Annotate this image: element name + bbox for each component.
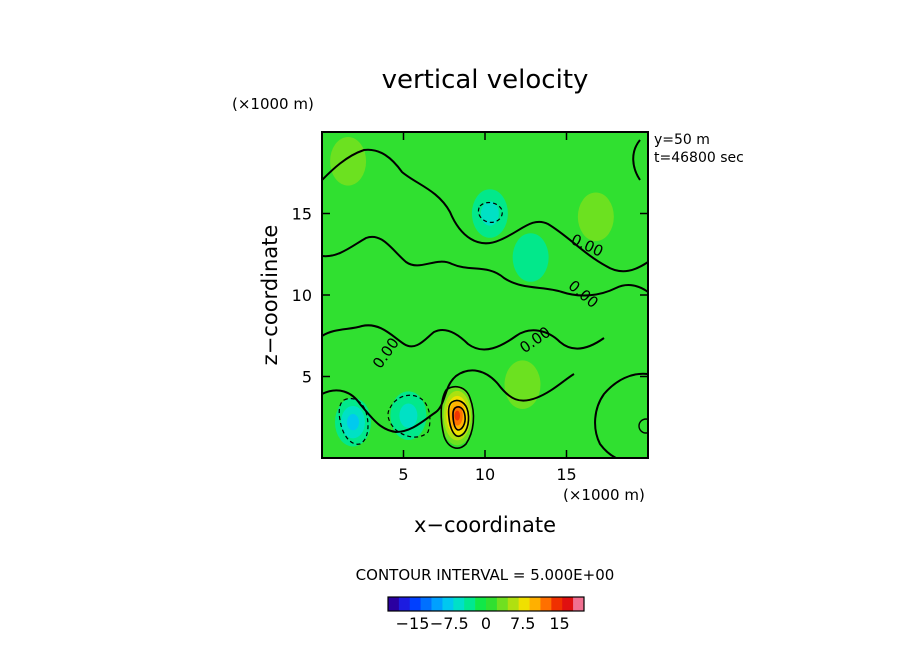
colorbar-tick-label: −7.5 — [430, 614, 469, 633]
x-tick-label: 5 — [398, 465, 408, 484]
downdraft-contour — [387, 394, 431, 438]
zero-contour-line — [322, 235, 648, 297]
updraft-contour-5 — [440, 385, 475, 449]
info-time: t=46800 sec — [654, 150, 744, 166]
y-axis-title: z−coordinate — [258, 225, 282, 366]
colorbar-segment — [529, 597, 541, 611]
colorbar-segment — [475, 597, 487, 611]
colorbar-segment — [409, 597, 421, 611]
negative-contours — [338, 201, 503, 445]
downdraft-contour — [477, 201, 503, 223]
downdraft-region — [346, 414, 359, 431]
colorbar-frame — [387, 596, 585, 612]
contour-lines — [322, 139, 648, 458]
chart-title: vertical velocity — [382, 65, 589, 95]
contour-interval-text: CONTOUR INTERVAL = 5.000E+00 — [356, 566, 615, 584]
colorbar-segment — [453, 597, 465, 611]
y-tick-label: 5 — [302, 368, 312, 387]
y-tick-label: 10 — [292, 286, 312, 305]
colorbar-segment — [573, 597, 585, 611]
colorbar-tick-label: 15 — [549, 614, 569, 633]
downdraft-region — [480, 201, 499, 226]
colorbar-tick-label: 7.5 — [510, 614, 535, 633]
colorbar-segment — [398, 597, 411, 611]
colorbar-segment — [540, 597, 552, 611]
colorbar-tick-label: 0 — [481, 614, 491, 633]
x-tick-label: 15 — [556, 465, 576, 484]
y-axis: 5 10 15 — [292, 205, 648, 387]
info-y-position: y=50 m — [654, 132, 710, 148]
colorbar-segment — [551, 597, 563, 611]
colorbar-segment — [388, 597, 400, 611]
small-contour — [638, 418, 648, 434]
updraft-contour-10 — [447, 399, 470, 438]
colorbar — [387, 596, 585, 612]
downdraft-region — [399, 403, 418, 428]
colorbar-segment — [420, 597, 432, 611]
colorbar-ticks: −15 −7.5 0 7.5 15 — [396, 614, 570, 633]
colorbar-segment — [431, 597, 443, 611]
colorbar-segment — [442, 597, 454, 611]
x-unit-label: (×1000 m) — [563, 486, 645, 504]
zero-contour-line — [322, 148, 648, 273]
zero-contour-line — [632, 139, 641, 181]
updraft-region — [330, 137, 367, 186]
updraft-contour-15 — [452, 406, 466, 431]
zero-contour-line — [594, 372, 648, 458]
colorbar-segment — [562, 597, 574, 611]
colorbar-segment — [496, 597, 509, 611]
colorbar-segment — [507, 597, 519, 611]
colorbar-segment — [464, 597, 476, 611]
downdraft-region — [512, 233, 549, 282]
y-tick-label: 15 — [292, 205, 312, 224]
colorbar-tick-label: −15 — [396, 614, 430, 633]
x-tick-label: 10 — [475, 465, 495, 484]
x-axis-title: x−coordinate — [414, 513, 556, 537]
zero-contour-line — [322, 324, 605, 351]
updraft-region — [454, 410, 461, 421]
colorbar-segment — [518, 597, 530, 611]
updraft-region — [577, 192, 614, 242]
colorbar-segment — [486, 597, 498, 611]
x-axis: 5 10 15 — [398, 132, 577, 484]
zero-contour-line — [322, 369, 575, 434]
updraft-region — [504, 360, 541, 409]
y-unit-label: (×1000 m) — [232, 95, 314, 113]
downdraft-contour — [338, 397, 369, 445]
